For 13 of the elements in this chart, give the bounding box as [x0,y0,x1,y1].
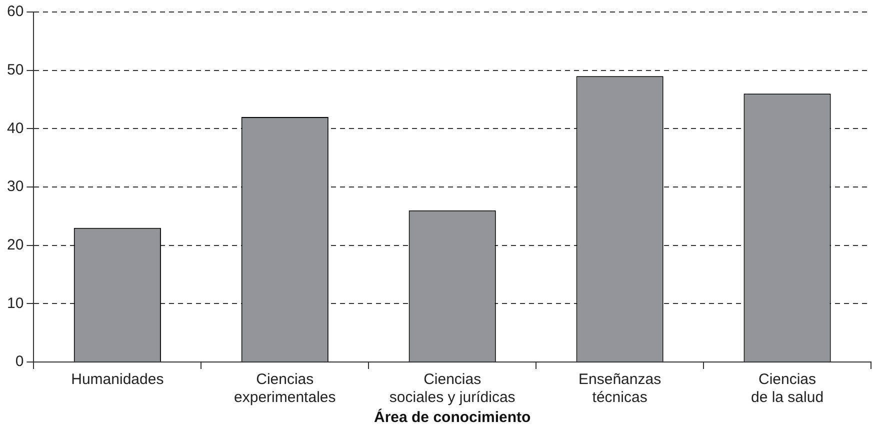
y-tick-label: 10 [6,294,24,312]
y-tick-label: 20 [6,236,24,254]
x-tick-label: Ciencias de la salud [750,371,824,406]
x-tick-label: Humanidades [71,371,164,388]
y-tick-label: 60 [6,3,24,20]
x-tick-label: Ciencias experimentales [234,371,336,406]
y-tick-label: 0 [15,353,24,370]
x-axis-title: Área de conocimiento [374,408,531,426]
x-tick-label: Ciencias sociales y jurídicas [389,371,516,406]
x-tick-label: Enseñanzas técnicas [578,371,662,406]
y-tick-label: 40 [6,120,24,137]
y-tick-label: 50 [6,61,24,78]
y-tick-label: 30 [6,178,24,196]
